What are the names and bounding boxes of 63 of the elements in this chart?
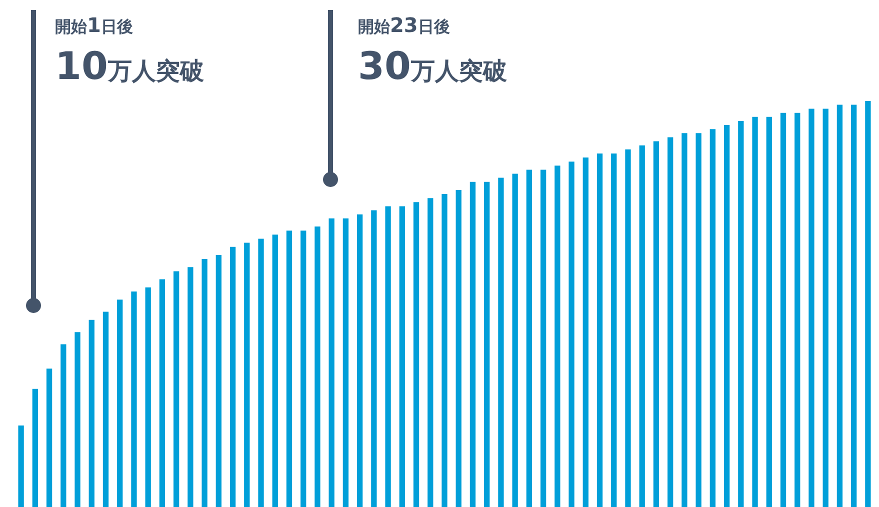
bar — [428, 198, 434, 507]
text: 開始1日後 10万人突破 — [55, 13, 204, 90]
bar — [102, 312, 109, 507]
bar — [385, 206, 391, 507]
bar — [498, 178, 504, 507]
bar — [512, 174, 518, 507]
bar — [596, 153, 603, 507]
bar — [371, 210, 377, 507]
bar — [272, 234, 278, 507]
bar — [60, 344, 66, 507]
bar — [230, 246, 236, 507]
bar — [568, 162, 574, 507]
bar — [131, 291, 137, 507]
bar — [88, 320, 94, 507]
bar — [286, 230, 292, 507]
bar — [258, 238, 264, 507]
bar — [625, 149, 631, 507]
bar — [554, 166, 560, 507]
bar — [145, 287, 151, 507]
bar — [668, 137, 674, 507]
bar — [822, 108, 828, 507]
bar — [752, 116, 758, 507]
bar — [356, 214, 363, 507]
bar — [653, 141, 660, 507]
bar — [851, 104, 857, 507]
bar — [216, 254, 222, 507]
bar — [484, 182, 490, 507]
bar — [808, 108, 814, 507]
bar — [710, 129, 716, 507]
text: 開始23日後 30万人突破 — [358, 13, 507, 90]
bar — [540, 170, 546, 507]
bar — [300, 230, 306, 507]
bar — [342, 218, 349, 507]
bar — [794, 112, 800, 507]
bar — [766, 116, 772, 507]
bar — [74, 332, 80, 507]
bar — [32, 388, 38, 507]
bar — [682, 133, 688, 507]
bar — [696, 133, 702, 507]
bar — [159, 279, 166, 507]
bar — [46, 368, 52, 507]
bar — [202, 259, 208, 507]
bar — [611, 153, 617, 507]
bar — [865, 101, 871, 507]
bar — [780, 112, 786, 507]
bar — [639, 145, 645, 507]
bar — [582, 158, 588, 507]
bar — [399, 206, 405, 507]
bar — [244, 242, 250, 507]
bar — [117, 300, 123, 507]
bar — [526, 170, 532, 507]
bar — [442, 194, 448, 507]
bar — [724, 125, 730, 507]
bar — [836, 104, 843, 507]
bar — [456, 190, 462, 507]
bar — [188, 267, 194, 507]
bar — [738, 120, 744, 507]
bar — [314, 226, 320, 507]
bar — [328, 218, 334, 507]
bar — [413, 202, 420, 507]
bar — [470, 182, 476, 507]
bar — [173, 271, 180, 507]
bar — [18, 425, 24, 507]
